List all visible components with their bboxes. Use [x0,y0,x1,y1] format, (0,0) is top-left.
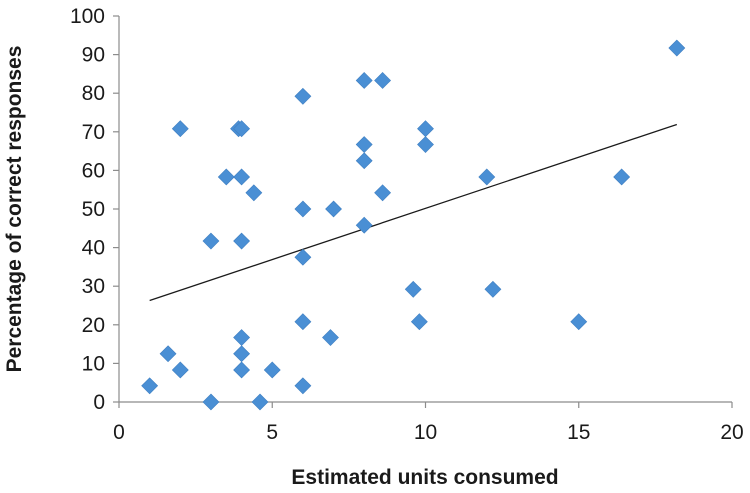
data-point [294,248,312,266]
data-point [294,200,312,218]
x-tick-label: 5 [266,421,278,444]
data-point [478,168,496,186]
data-point [613,168,631,186]
data-point [417,136,434,153]
y-tick-label: 60 [82,159,105,182]
data-point [668,39,686,57]
data-point [171,120,189,138]
data-points [141,39,686,411]
data-point [404,280,422,298]
data-point [410,313,428,331]
data-point [355,136,373,153]
x-axis: 0 5 10 15 20 [113,401,744,444]
data-point [374,72,392,89]
data-point [417,120,434,138]
y-tick-label: 100 [70,5,105,28]
data-point [202,232,220,250]
x-tick-label: 10 [414,421,437,444]
data-point [233,232,251,250]
y-tick-label: 80 [82,82,105,105]
data-point [171,361,189,379]
y-tick-label: 90 [82,44,105,67]
y-tick-label: 20 [82,314,105,337]
data-point [141,377,159,395]
data-point [159,345,177,363]
y-axis: 0 10 20 30 40 50 60 70 80 90 100 [70,5,120,414]
data-point [374,184,392,202]
y-tick-label: 70 [82,121,105,144]
x-tick-label: 20 [720,421,743,444]
data-point [355,72,373,89]
data-point [202,393,220,411]
data-point [294,377,312,395]
data-point [233,168,251,186]
data-point [325,200,342,218]
y-axis-title: Percentage of correct responses [3,46,26,373]
data-point [322,329,339,346]
data-point [294,313,312,331]
data-point [355,216,373,234]
x-tick-label: 15 [567,421,590,444]
x-axis-title: Estimated units consumed [291,466,558,489]
y-tick-label: 30 [82,275,105,298]
y-tick-label: 0 [93,391,105,414]
x-tick-group: 0 5 10 15 20 [113,402,744,444]
data-point [233,345,251,363]
data-point [233,120,251,138]
data-point [294,87,312,105]
x-tick-label: 0 [113,421,125,444]
y-tick-label: 40 [82,237,105,260]
data-point [217,168,235,186]
y-tick-label: 50 [82,198,105,221]
data-point [263,361,281,379]
data-point [233,329,251,346]
data-point [355,152,373,170]
data-point [251,393,269,411]
trendline [149,123,678,302]
data-point [484,280,502,298]
data-point [570,313,588,331]
y-tick-label: 10 [82,352,105,375]
data-point [233,361,251,379]
y-tick-group: 0 10 20 30 40 50 60 70 80 90 100 [70,5,119,414]
data-point [245,184,263,202]
